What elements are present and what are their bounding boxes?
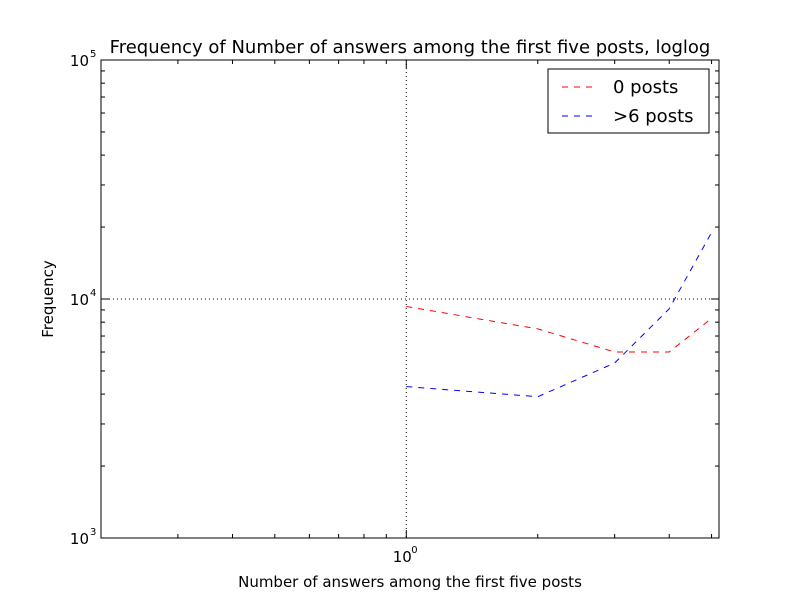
chart-title: Frequency of Number of answers among the… <box>110 37 711 58</box>
legend-label-1: >6 posts <box>613 106 694 127</box>
y-tick-exponent: 3 <box>90 527 96 538</box>
legend: 0 posts >6 posts <box>547 68 710 134</box>
series-line-1 <box>406 232 713 398</box>
x-tick-label: 10 <box>393 548 412 566</box>
legend-box <box>547 68 710 134</box>
y-tick-exponent: 4 <box>90 288 96 299</box>
y-axis-label: Frequency <box>39 260 57 338</box>
y-tick-exponent: 5 <box>90 49 96 60</box>
legend-label-0: 0 posts <box>613 77 678 98</box>
series-group <box>406 232 713 398</box>
y-tick-label: 10 <box>70 530 89 548</box>
y-tick-label: 10 <box>70 291 89 309</box>
y-tick-label: 10 <box>70 52 89 70</box>
ticks: 10 310 410 510 0 <box>70 49 719 566</box>
x-axis-label: Number of answers among the first five p… <box>238 573 582 591</box>
series-line-0 <box>406 306 712 353</box>
x-tick-exponent: 0 <box>411 545 417 556</box>
